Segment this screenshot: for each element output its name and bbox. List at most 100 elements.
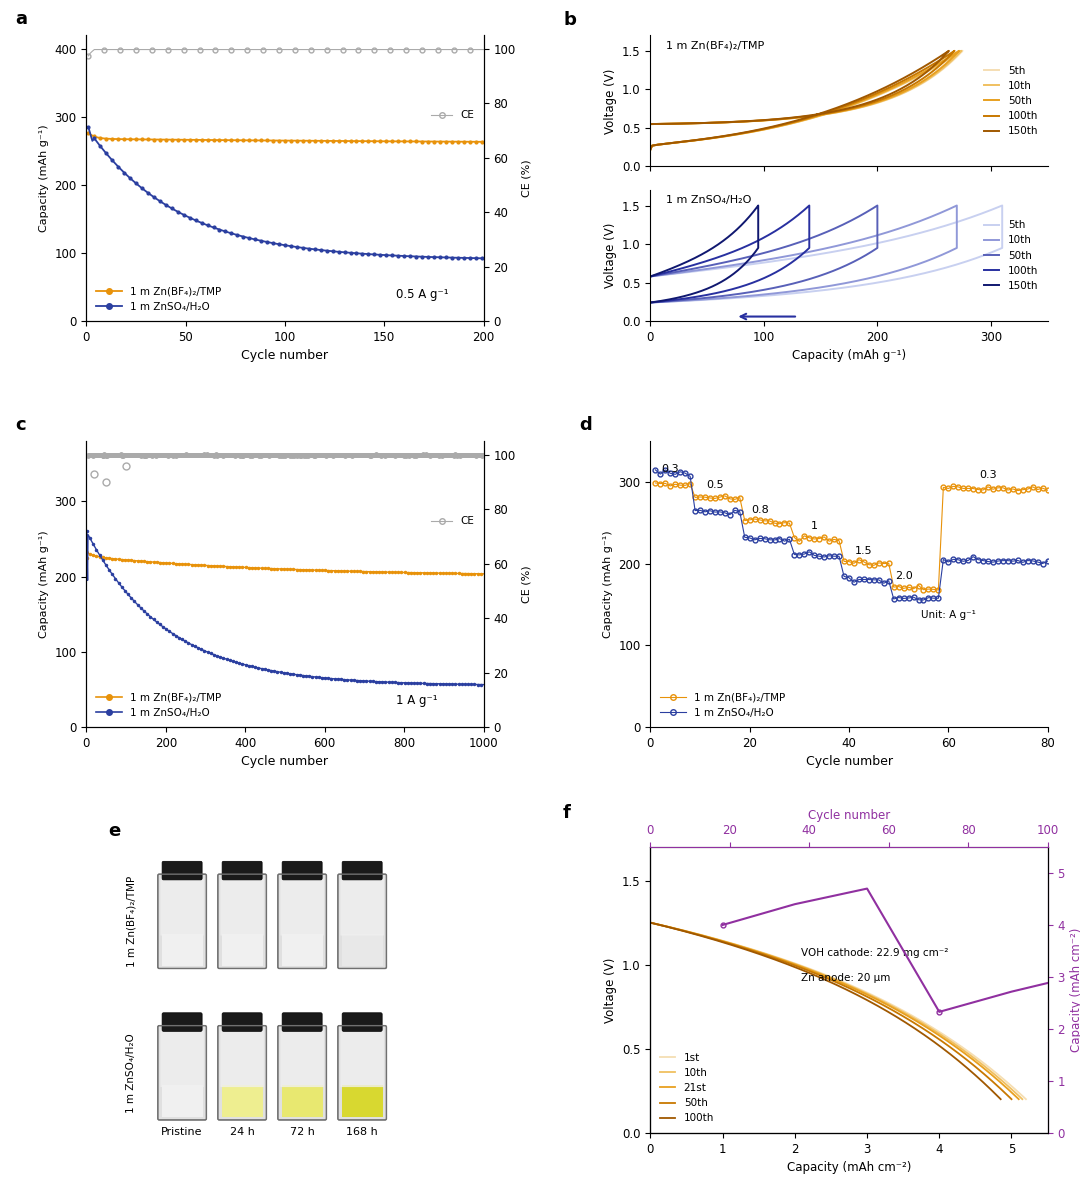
10th [645,916,658,930]
150th [716,116,729,130]
150th [806,109,819,123]
FancyBboxPatch shape [338,874,387,969]
10th [644,143,657,157]
Line: 21st: 21st [650,923,1018,1100]
Legend: CE: CE [427,106,478,125]
X-axis label: Cycle number: Cycle number [806,755,892,768]
Y-axis label: Capacity (mAh g⁻¹): Capacity (mAh g⁻¹) [39,124,49,232]
150th [809,107,822,122]
Text: d: d [579,415,592,434]
Y-axis label: Voltage (V): Voltage (V) [604,957,617,1023]
FancyBboxPatch shape [342,1012,382,1031]
FancyBboxPatch shape [161,1029,204,1087]
50th [644,117,657,131]
Bar [282,1086,323,1117]
10th [810,281,823,295]
100th [761,269,774,283]
FancyBboxPatch shape [222,861,262,880]
100th [852,989,865,1003]
1st [866,988,879,1002]
Text: f: f [563,805,571,822]
Y-axis label: Capacity (mAh g⁻¹): Capacity (mAh g⁻¹) [39,530,49,638]
1st [1020,1093,1032,1107]
Text: 0.8: 0.8 [751,505,769,514]
100th [842,101,855,116]
10th [865,989,878,1003]
150th [752,198,765,212]
150th [644,117,657,131]
Text: 0.5 A g⁻¹: 0.5 A g⁻¹ [396,288,449,301]
10th [845,236,858,250]
50th [644,269,657,283]
Bar [221,1086,262,1117]
1st [960,1043,973,1057]
Line: 50th: 50th [650,205,877,302]
100th [644,916,657,930]
10th [864,988,877,1002]
21st [862,988,875,1002]
21st [644,916,657,930]
Text: e: e [108,821,120,840]
50th [953,44,966,58]
100th [732,281,745,295]
Bar [162,1086,203,1117]
5th [956,44,969,58]
10th [950,198,963,212]
FancyBboxPatch shape [282,1012,322,1031]
50th [814,107,827,122]
FancyBboxPatch shape [218,874,267,969]
5th [816,107,829,122]
100th [644,143,657,157]
FancyBboxPatch shape [338,1025,387,1120]
150th [644,143,657,157]
Text: 72 h: 72 h [289,1127,314,1138]
Line: 100th: 100th [650,923,1001,1100]
Text: 1 m ZnSO₄/H₂O: 1 m ZnSO₄/H₂O [666,195,752,205]
Line: 150th: 150th [650,205,758,302]
FancyBboxPatch shape [281,1029,324,1087]
150th [943,44,956,58]
Bar [162,933,203,965]
50th [1005,1093,1018,1107]
Bar [282,933,323,965]
Line: 10th: 10th [650,51,961,150]
50th [811,109,824,123]
50th [858,988,870,1002]
X-axis label: Cycle number: Cycle number [808,808,890,821]
Text: 2.0: 2.0 [894,571,913,582]
10th [891,88,904,103]
150th [644,295,657,309]
100th [809,109,822,123]
Y-axis label: Capacity (mAh cm⁻²): Capacity (mAh cm⁻²) [1070,927,1080,1053]
FancyBboxPatch shape [340,878,383,936]
FancyBboxPatch shape [278,1025,326,1120]
10th [887,223,900,237]
5th [644,295,657,309]
10th [812,109,825,123]
Bar [221,933,262,965]
50th [870,198,883,212]
10th [1016,1093,1029,1107]
Text: b: b [563,11,576,30]
150th [644,269,657,283]
100th [886,88,899,103]
Y-axis label: Voltage (V): Voltage (V) [604,68,617,133]
Text: 1 m ZnSO₄/H₂O: 1 m ZnSO₄/H₂O [126,1032,136,1113]
50th [644,295,657,309]
150th [839,101,852,116]
Y-axis label: Capacity (mAh g⁻¹): Capacity (mAh g⁻¹) [603,530,612,638]
1st [867,989,880,1003]
50th [645,916,658,930]
Y-axis label: CE (%): CE (%) [522,565,531,603]
50th [699,260,712,274]
FancyBboxPatch shape [281,878,324,936]
50th [872,87,885,101]
Text: 1 m Zn(BF₄)₂/TMP: 1 m Zn(BF₄)₂/TMP [126,876,136,966]
Text: Zn anode: 20 μm: Zn anode: 20 μm [801,974,891,983]
5th [875,87,888,101]
50th [718,116,731,130]
10th [718,260,731,274]
5th [644,269,657,283]
100th [868,87,881,101]
Line: 150th: 150th [650,51,949,150]
